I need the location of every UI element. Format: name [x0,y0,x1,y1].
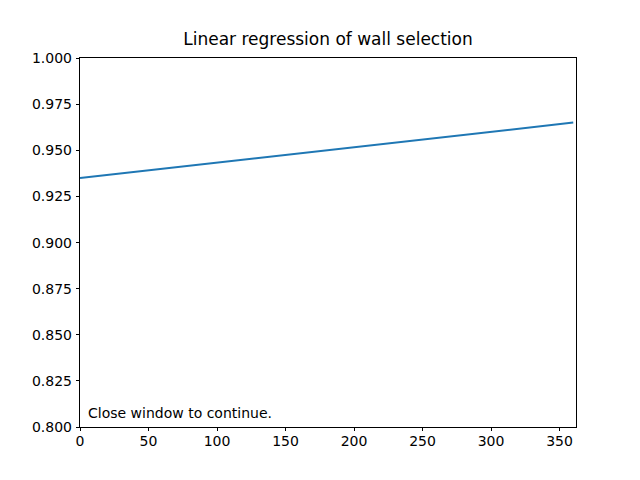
x-tick-label: 200 [329,433,379,449]
plot-area: Close window to continue. [79,57,577,428]
x-tick-label: 0 [55,433,105,449]
y-tick-mark [76,196,80,197]
y-tick-mark [76,334,80,335]
x-tick-label: 250 [398,433,448,449]
x-tick-label: 100 [192,433,242,449]
y-tick-label: 0.825 [10,373,72,389]
x-tick-label: 50 [124,433,174,449]
close-window-annotation: Close window to continue. [88,405,272,421]
figure-window: Linear regression of wall selection Clos… [0,0,640,480]
y-tick-label: 0.800 [10,419,72,435]
y-tick-mark [76,427,80,428]
x-tick-mark [148,427,149,431]
y-tick-mark [76,288,80,289]
x-tick-mark [354,427,355,431]
regression-line [80,58,576,427]
y-tick-label: 0.900 [10,235,72,251]
y-tick-mark [76,58,80,59]
y-tick-label: 0.850 [10,327,72,343]
y-tick-label: 0.950 [10,142,72,158]
y-tick-label: 0.925 [10,188,72,204]
y-tick-label: 1.000 [10,50,72,66]
x-tick-mark [491,427,492,431]
x-tick-label: 350 [535,433,585,449]
x-tick-label: 150 [261,433,311,449]
y-tick-label: 0.875 [10,281,72,297]
x-tick-mark [80,427,81,431]
y-tick-mark [76,380,80,381]
x-tick-mark [422,427,423,431]
x-tick-mark [285,427,286,431]
y-tick-mark [76,104,80,105]
chart-title: Linear regression of wall selection [80,31,576,48]
y-tick-mark [76,150,80,151]
x-tick-mark [559,427,560,431]
y-tick-mark [76,242,80,243]
y-tick-label: 0.975 [10,96,72,112]
x-tick-mark [217,427,218,431]
x-tick-label: 300 [466,433,516,449]
regression-line [80,123,573,178]
